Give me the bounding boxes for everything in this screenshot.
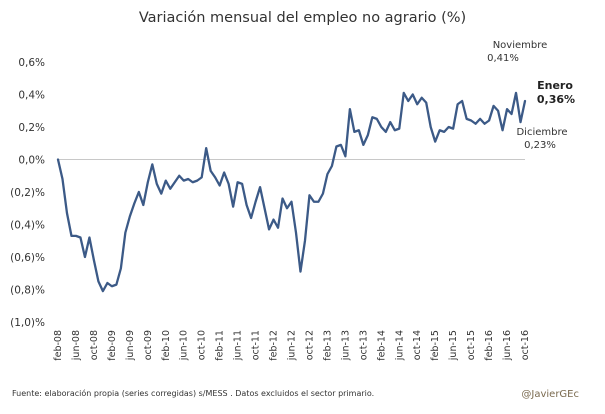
y-tick-label: 0,2% — [18, 122, 45, 134]
x-tick-label: jun-12 — [287, 330, 298, 361]
y-tick-label: (0,2)% — [10, 187, 45, 199]
x-tick-label: feb-13 — [322, 330, 333, 361]
x-tick-label: jun-15 — [448, 330, 459, 361]
x-tick-label: oct-08 — [89, 330, 100, 360]
x-tick-label: oct-12 — [304, 330, 315, 360]
x-tick-label: feb-14 — [376, 330, 387, 361]
x-tick-label: jun-08 — [71, 330, 82, 361]
y-tick-label: 0,4% — [18, 90, 45, 102]
x-tick-label: oct-13 — [358, 330, 369, 360]
x-tick-label: jun-09 — [125, 330, 136, 361]
x-tick-label: oct-16 — [520, 330, 531, 360]
x-tick-label: feb-16 — [484, 330, 495, 361]
annotation-enero-label: Enero — [537, 79, 573, 92]
footer-handle: @JavierGEc — [521, 389, 579, 400]
footer-source: Fuente: elaboración propia (series corre… — [12, 389, 375, 398]
annotation-diciembre-value: 0,23% — [524, 140, 556, 151]
annotation-noviembre-label: Noviembre — [493, 40, 548, 51]
annotation-noviembre-value: 0,41% — [487, 53, 519, 64]
x-tick-label: jun-13 — [340, 330, 351, 361]
y-tick-label: (0,4)% — [10, 220, 45, 232]
x-tick-label: feb-15 — [430, 330, 441, 361]
y-axis-ticks: 0,6% 0,4% 0,2% 0,0% (0,2)% (0,4)% (0,6)% (0,8)%… — [10, 57, 45, 329]
y-tick-label: (0,8)% — [10, 285, 45, 297]
y-tick-label: 0,6% — [18, 57, 45, 69]
x-tick-label: feb-12 — [269, 330, 280, 361]
x-tick-label: feb-09 — [107, 330, 118, 361]
x-axis-ticks: feb-08 jun-08 oct-08 feb-09 jun-09 oct-09 feb-… — [53, 330, 531, 361]
x-tick-label: jun-11 — [233, 330, 244, 361]
x-tick-label: feb-11 — [215, 330, 226, 361]
x-tick-label: feb-10 — [161, 330, 172, 361]
y-tick-label: 0,0% — [18, 155, 45, 167]
x-tick-label: oct-10 — [197, 330, 208, 360]
annotation-diciembre-label: Diciembre — [516, 127, 567, 138]
x-tick-label: oct-09 — [143, 330, 154, 360]
x-tick-label: feb-08 — [53, 330, 64, 361]
x-tick-label: jun-10 — [179, 330, 190, 361]
x-tick-label: jun-14 — [394, 330, 405, 361]
x-tick-label: oct-15 — [466, 330, 477, 360]
series-line — [56, 91, 527, 293]
chart-title: Variación mensual del empleo no agrario … — [138, 10, 467, 26]
x-tick-label: oct-14 — [412, 330, 423, 360]
y-tick-label: (1,0)% — [10, 317, 45, 329]
x-tick-label: jun-16 — [502, 330, 513, 361]
x-tick-label: oct-11 — [251, 330, 262, 360]
annotations: Noviembre 0,41% Enero 0,36% Diciembre 0,… — [487, 40, 575, 151]
y-tick-label: (0,6)% — [10, 252, 45, 264]
annotation-enero-value: 0,36% — [537, 93, 575, 106]
